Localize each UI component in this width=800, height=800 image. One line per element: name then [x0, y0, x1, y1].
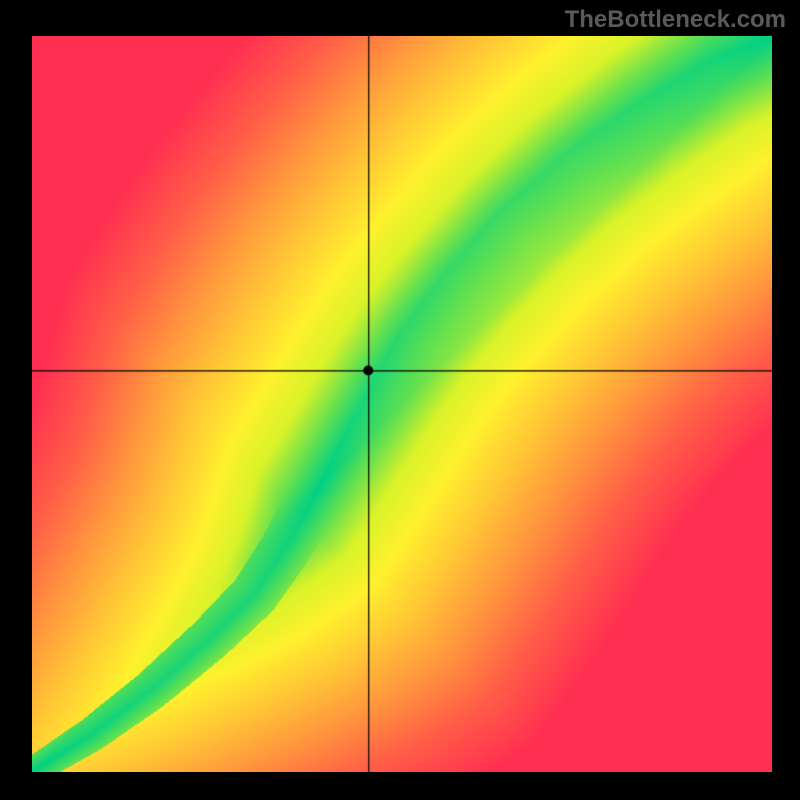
chart-container: TheBottleneck.com — [0, 0, 800, 800]
attribution-label: TheBottleneck.com — [565, 6, 786, 34]
bottleneck-heatmap — [32, 36, 772, 772]
